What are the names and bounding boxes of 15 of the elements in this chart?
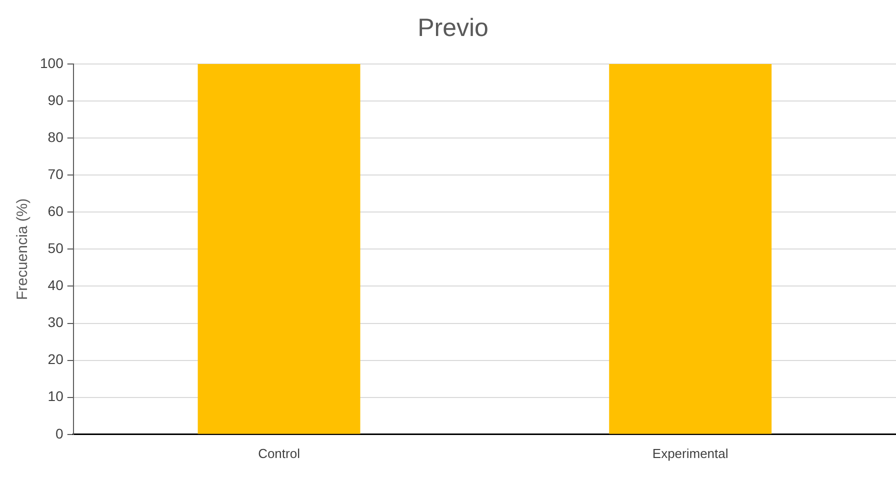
y-tick-label: 0 [56, 425, 64, 442]
y-tick-label: 30 [48, 314, 64, 330]
y-tick-label: 100 [40, 54, 64, 71]
y-tick-label: 80 [48, 128, 64, 145]
y-tick-label: 90 [48, 92, 64, 108]
y-tick-label: 70 [48, 166, 64, 182]
y-tick-label: 20 [48, 351, 64, 368]
y-tick-label: 60 [48, 203, 64, 220]
x-tick-label: Control [258, 446, 300, 461]
chart-title: Previo [418, 14, 488, 42]
x-tick-label: Experimental [652, 446, 728, 461]
y-tick-label: 50 [48, 240, 64, 256]
y-tick-label: 10 [48, 388, 64, 404]
y-axis-title: Frecuencia (%) [14, 198, 32, 300]
y-tick-label: 40 [48, 277, 64, 294]
